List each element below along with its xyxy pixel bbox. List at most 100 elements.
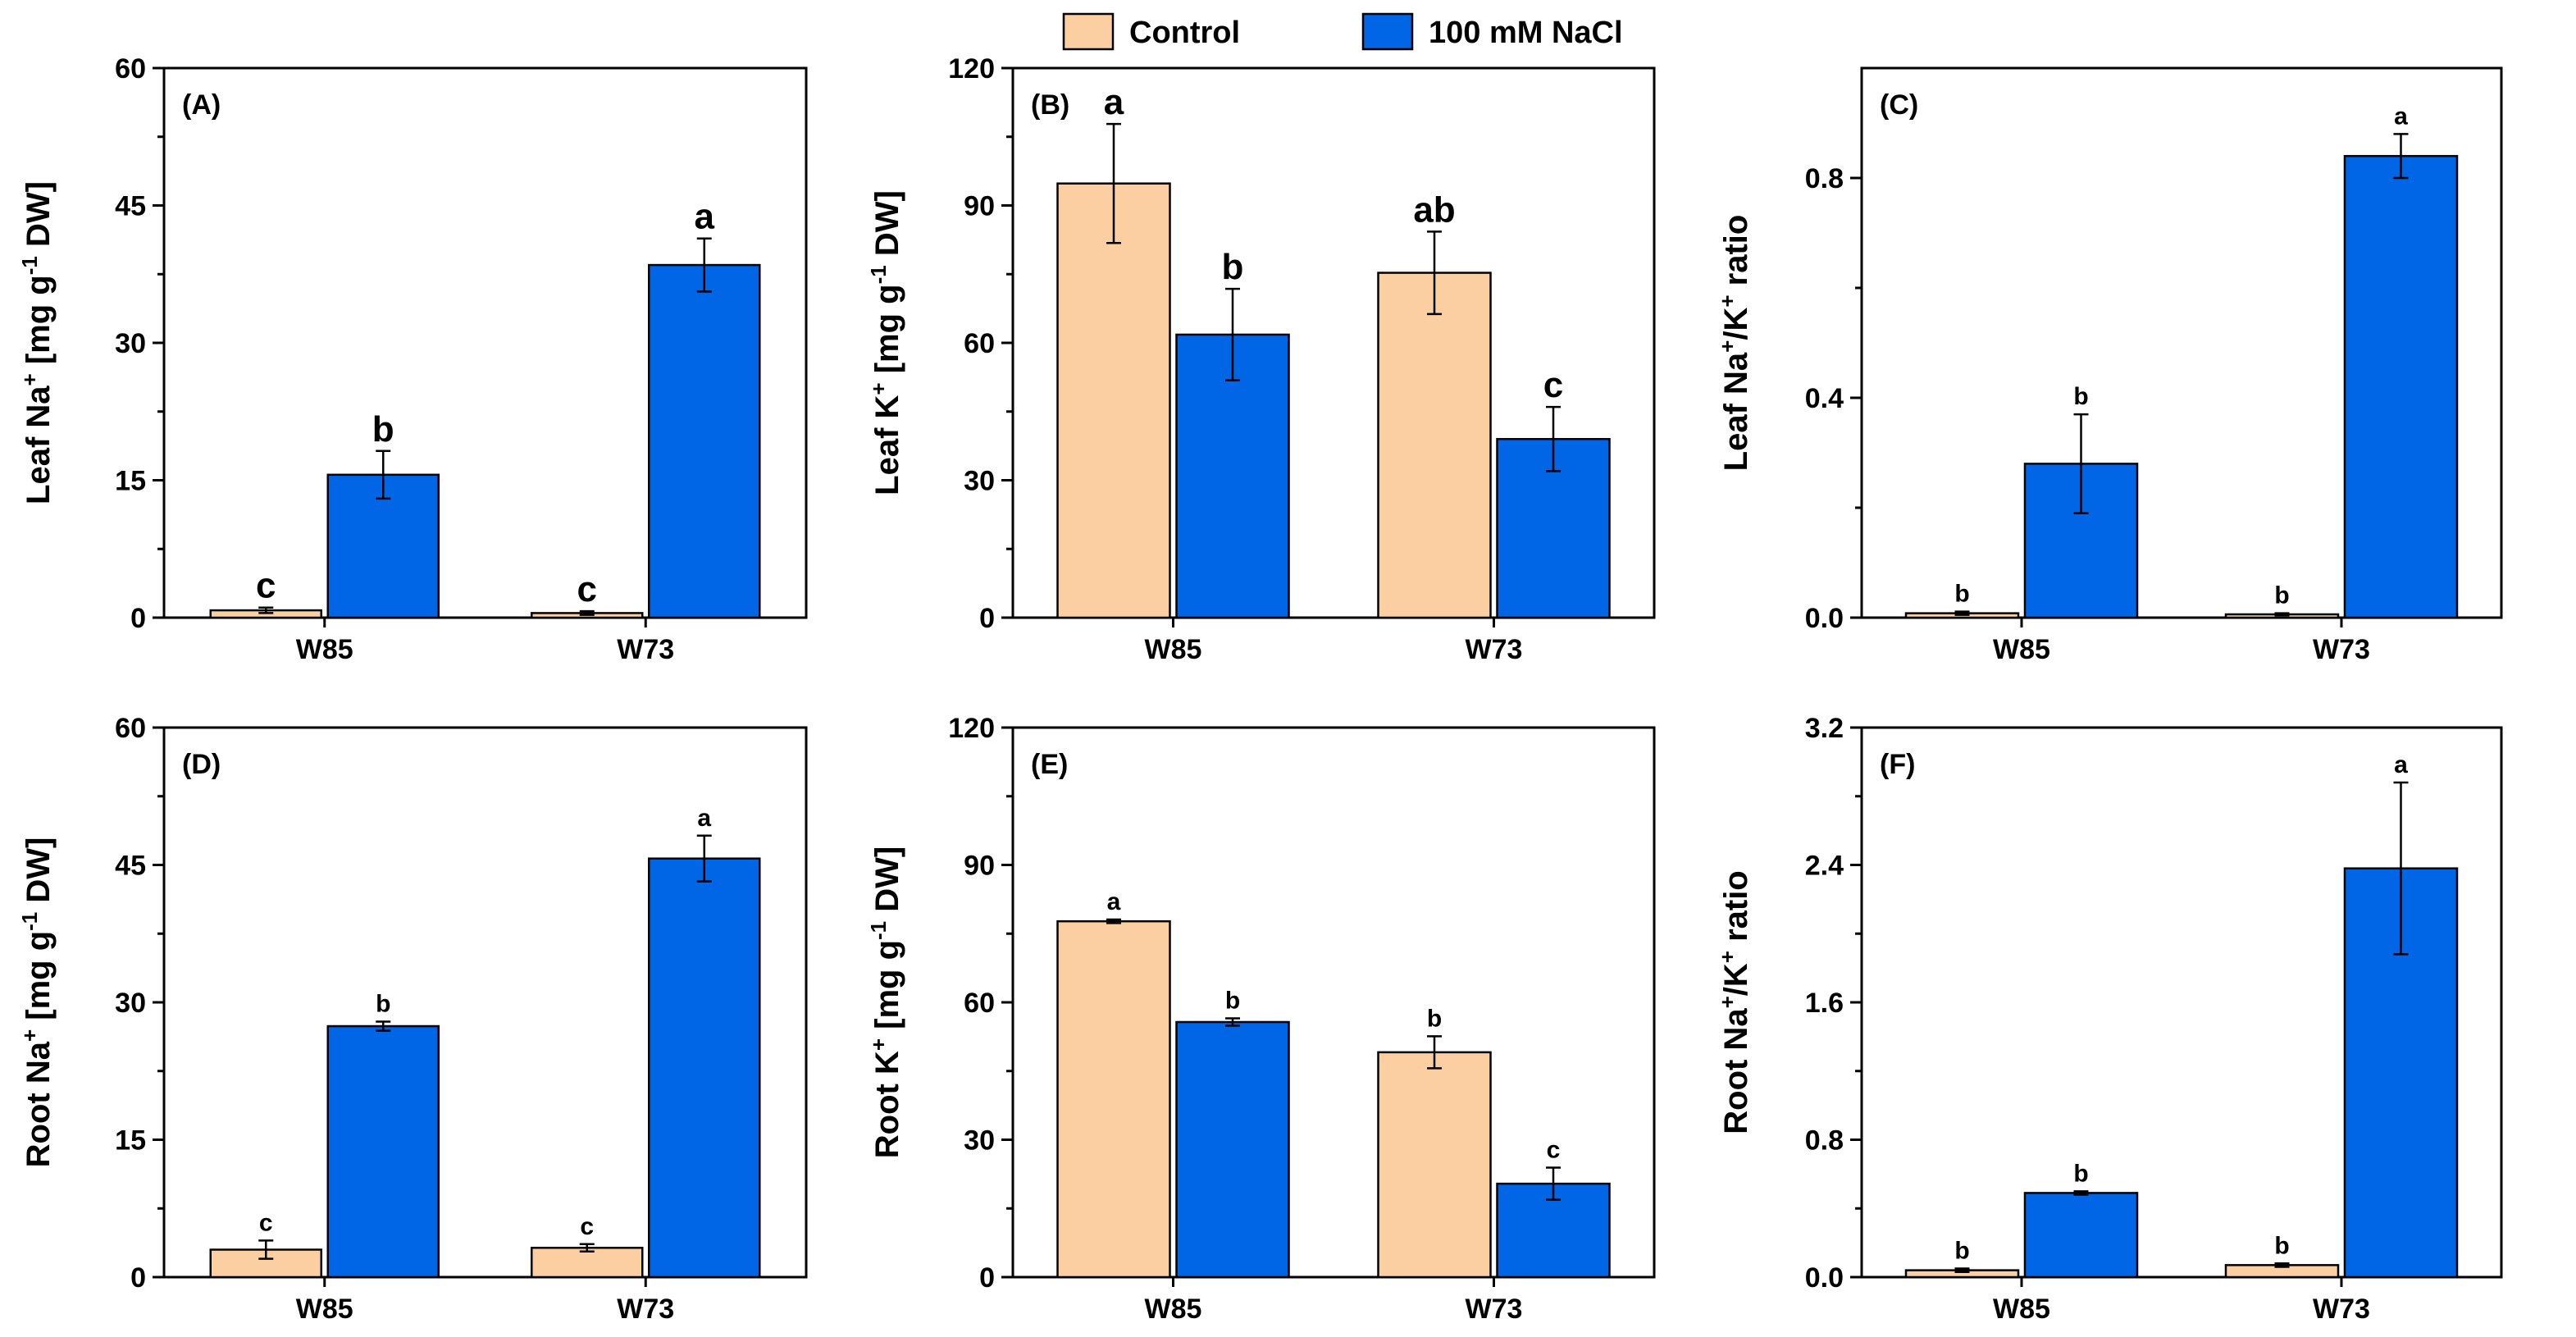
bar-nacl [326,1024,440,1279]
y-axis-label: Leaf K+ [mg g-1 DW] [866,190,905,495]
y-tick-label: 15 [115,466,146,497]
bar-nacl [2343,154,2459,619]
bar-nacl [1175,333,1290,619]
chart-panel-4: 0 30 60 90 120 W85 a b W73 b c (E) Root K+ [mg g-1 D… [866,713,1656,1325]
x-tick-label: W73 [2313,634,2370,665]
significance-letter: a [2394,103,2408,130]
x-tick-label: W85 [296,634,353,665]
bar-control [1056,182,1171,619]
bar-nacl [648,857,761,1279]
panel-label: (C) [1880,89,1918,121]
bar-nacl [326,473,440,619]
y-axis-label-superscript: + [17,373,42,386]
y-tick-label: 0 [979,603,995,634]
y-axis-label: Leaf Na+/K+ ratio [1715,215,1754,472]
y-tick-label: 30 [115,328,146,359]
y-axis-label-part: /K [1718,308,1754,340]
y-axis-label-part: Leaf Na [1718,352,1754,471]
significance-letter: b [1954,581,1969,608]
y-tick-label: 0.0 [1805,603,1844,634]
y-axis-label-part: Leaf K [869,395,905,495]
x-tick-label: W85 [1993,1294,2050,1325]
significance-letter: b [376,990,390,1017]
y-tick-label: 45 [115,191,146,222]
significance-letter: c [580,1213,594,1240]
y-axis-label: Root K+ [mg g-1 DW] [866,846,905,1158]
bar-control [1377,272,1492,619]
significance-letter: c [577,569,597,609]
panel-label: (A) [182,89,221,121]
y-tick-label: 0 [130,603,146,634]
y-tick-label: 120 [948,53,995,84]
y-axis-label-part: [mg g [21,275,57,373]
bar-nacl [648,263,761,619]
y-tick-label: 30 [964,1125,995,1157]
y-axis-label-superscript: -1 [17,256,42,275]
significance-letter: a [695,197,715,237]
panel-label: (D) [182,749,221,780]
significance-letter: b [1222,247,1244,287]
plot-frame [1860,66,2503,619]
y-tick-label: 3.2 [1805,713,1844,744]
y-axis-label: Root Na+/K+ ratio [1715,870,1754,1134]
significance-letter: a [1107,888,1121,915]
y-axis-label-part: Leaf Na [21,386,57,504]
y-tick-label: 0.4 [1805,383,1844,414]
panel-label: (B) [1031,89,1069,121]
y-tick-label: 30 [964,466,995,497]
y-axis-label: Leaf Na+ [mg g-1 DW] [17,181,57,504]
y-axis-label-superscript: + [17,1029,42,1042]
y-tick-label: 0.8 [1805,163,1844,194]
bar-control [1056,919,1171,1279]
y-axis-label-superscript: + [866,1038,891,1051]
y-axis-label-superscript: + [1715,340,1739,353]
x-tick-label: W85 [1145,634,1202,665]
y-tick-label: 90 [964,191,995,222]
x-tick-label: W73 [1466,1294,1523,1325]
y-tick-label: 1.6 [1805,988,1844,1019]
significance-letter: ab [1413,189,1455,230]
y-axis-label-superscript: -1 [866,921,891,940]
y-tick-label: 0.0 [1805,1262,1844,1294]
significance-letter: b [1225,988,1240,1015]
x-tick-label: W73 [617,1294,674,1325]
x-tick-label: W73 [2313,1294,2370,1325]
bar-nacl [1175,1020,1290,1279]
y-tick-label: 60 [964,328,995,359]
significance-letter: a [2394,751,2408,778]
y-axis-label-part: ratio [1718,215,1754,295]
significance-letter: b [2073,1160,2088,1187]
significance-letter: a [1104,82,1124,122]
y-tick-label: 120 [948,713,995,744]
y-axis-label-part: Root K [869,1051,905,1158]
y-axis-label-part: Root Na [21,1041,57,1167]
y-axis-label-part: [mg g [869,940,905,1038]
x-tick-label: W73 [1466,634,1523,665]
panel-label: (E) [1031,749,1068,780]
y-tick-label: 0 [979,1262,995,1294]
legend-swatch-nacl [1361,12,1414,51]
y-tick-label: 15 [115,1125,146,1157]
y-axis-label-part: ratio [1718,870,1754,951]
y-axis-label-superscript: + [1715,294,1739,307]
significance-letter: c [259,1209,273,1236]
y-axis-label-superscript: + [866,382,891,395]
significance-letter: b [1954,1238,1969,1265]
y-tick-label: 2.4 [1805,851,1844,882]
significance-letter: c [256,566,276,606]
y-axis-label: Root Na+ [mg g-1 DW] [17,837,57,1168]
y-axis-label-superscript: + [1715,951,1739,963]
legend-label-nacl: 100 mM NaCl [1429,16,1623,50]
y-axis-label-part: DW] [869,190,905,265]
y-axis-label-part: DW] [21,837,57,912]
chart-panel-0: 0 15 30 45 60 W85 c b W73 c a (A) Leaf Na+ [mg g-1 D… [17,53,808,665]
significance-letter: b [1427,1005,1442,1032]
y-axis-label-part: DW] [21,181,57,256]
x-tick-label: W85 [1145,1294,1202,1325]
y-axis-label-part: /K [1718,963,1754,996]
y-axis-label-part: Root Na [1718,1008,1754,1134]
y-axis-label-superscript: + [1715,996,1739,1008]
